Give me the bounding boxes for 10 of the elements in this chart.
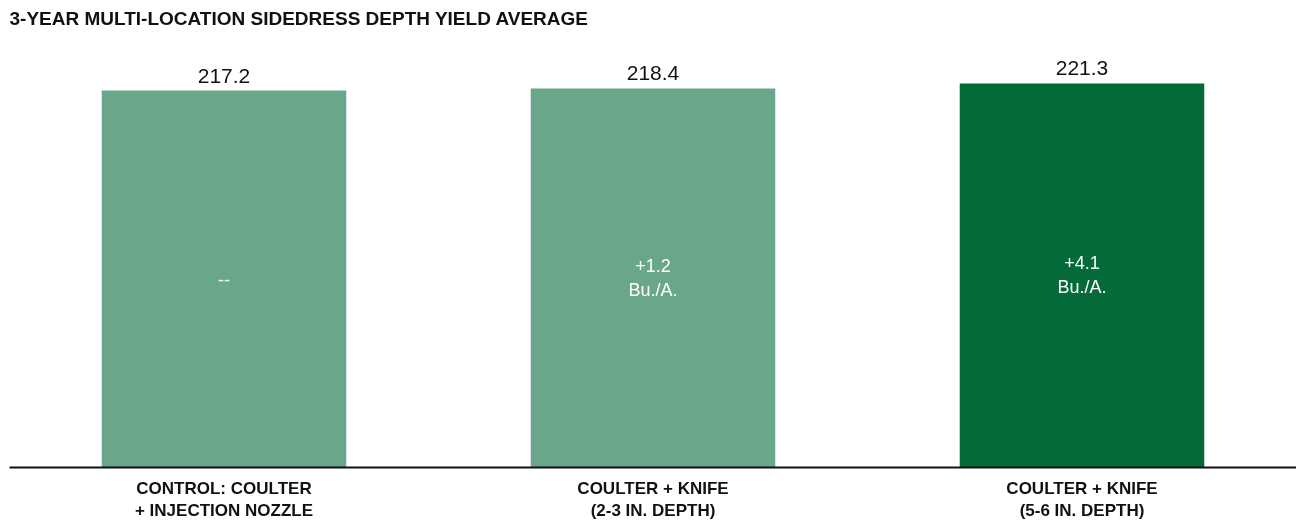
annotation: -- <box>218 269 231 290</box>
data-label: 221.3 <box>1055 56 1109 80</box>
annotation: +4.1 Bu./A. <box>1057 253 1107 298</box>
x-tick-label: CONTROL: COULTER + INJECTION NOZZLE <box>134 478 314 521</box>
annotation: +1.2 Bu./A. <box>628 255 678 300</box>
x-tick-label: COULTER + KNIFE (2-3 IN. DEPTH) <box>577 478 729 521</box>
data-label: 217.2 <box>197 63 251 87</box>
data-label: 218.4 <box>626 61 680 85</box>
x-tick-label: COULTER + KNIFE (5-6 IN. DEPTH) <box>1006 478 1158 521</box>
chart-title: 3-YEAR MULTI-LOCATION SIDEDRESS DEPTH YIELD AVERAGE <box>9 7 588 29</box>
